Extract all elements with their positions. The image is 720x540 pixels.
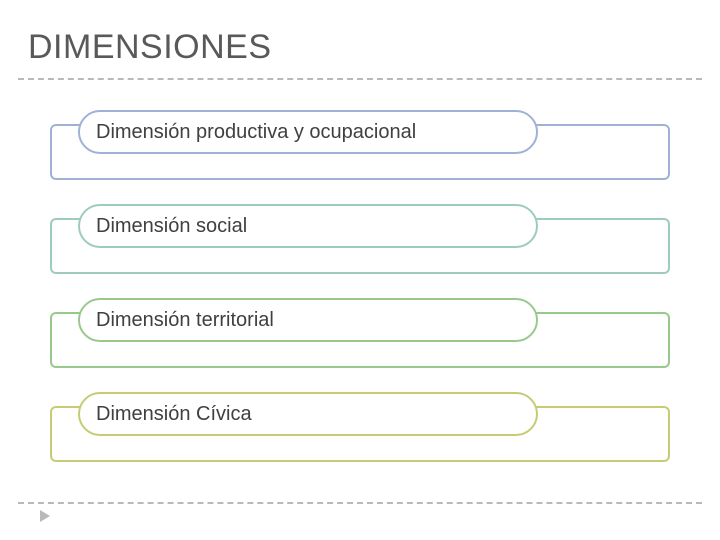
rows-container: Dimensión productiva y ocupacional Dimens… <box>50 110 670 486</box>
dimension-row: Dimensión Cívica <box>50 392 670 462</box>
dimension-pill: Dimensión social <box>78 204 538 248</box>
dimension-row: Dimensión productiva y ocupacional <box>50 110 670 180</box>
page-title: DIMENSIONES <box>28 28 272 67</box>
dimension-pill: Dimensión productiva y ocupacional <box>78 110 538 154</box>
divider-bottom <box>18 502 702 504</box>
dimension-row: Dimensión territorial <box>50 298 670 368</box>
dimension-pill: Dimensión Cívica <box>78 392 538 436</box>
dimension-pill: Dimensión territorial <box>78 298 538 342</box>
divider-top <box>18 78 702 80</box>
footer-arrow-icon <box>40 510 50 522</box>
dimension-row: Dimensión social <box>50 204 670 274</box>
slide: DIMENSIONES Dimensión productiva y ocupa… <box>0 0 720 540</box>
